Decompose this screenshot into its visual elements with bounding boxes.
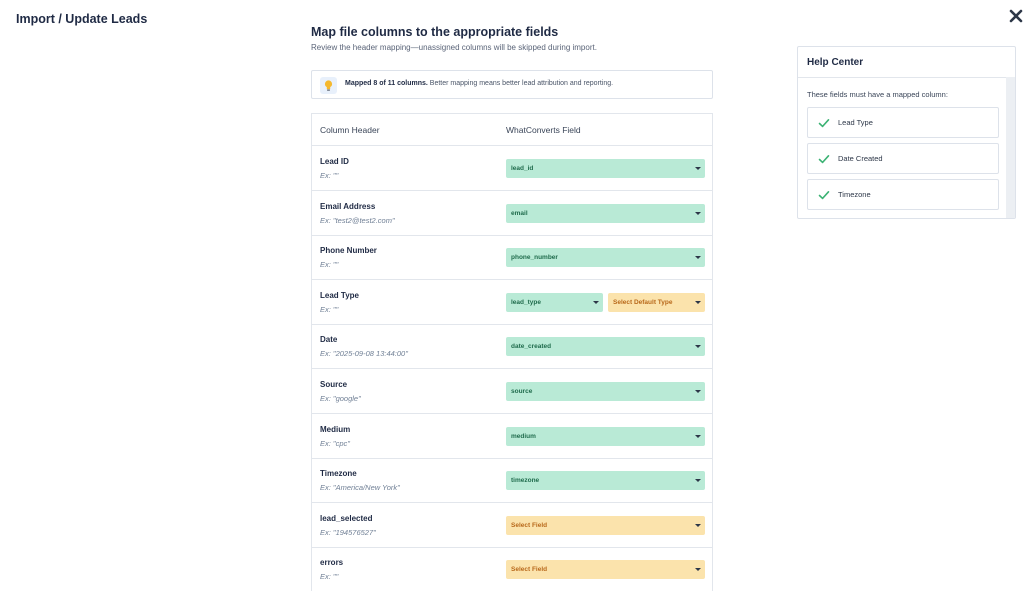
column-name: Lead Type	[320, 290, 359, 300]
chevron-down-icon	[695, 434, 701, 438]
column-name: Email Address	[320, 201, 376, 211]
column-example: Ex: "test2@test2.com"	[320, 215, 395, 225]
mapping-heading: Map file columns to the appropriate fiel…	[311, 25, 559, 39]
table-row: Medium Ex: "cpc" medium	[312, 414, 712, 459]
field-select[interactable]: Select Field	[506, 560, 705, 580]
column-name: Date	[320, 335, 338, 345]
required-field-item: Lead Type	[807, 107, 999, 138]
help-description: These fields must have a mapped column:	[807, 90, 948, 99]
column-example: Ex: "2025-09-08 13:44:00"	[320, 349, 408, 359]
chevron-down-icon	[695, 167, 701, 170]
column-header-label: Column Header	[320, 125, 380, 135]
table-header: Column Header WhatConverts Field	[312, 114, 712, 146]
field-select-value: timezone	[511, 477, 540, 485]
check-icon	[818, 191, 830, 200]
field-select-value: lead_id	[511, 165, 534, 172]
check-icon	[818, 119, 830, 128]
field-select-value: Select Field	[511, 521, 548, 529]
column-name: Lead ID	[320, 157, 349, 166]
table-row: lead_selected Ex: "194576527" Select Field	[312, 503, 712, 548]
table-row: Timezone Ex: "America/New York" timezone	[312, 458, 712, 504]
chevron-down-icon	[695, 568, 701, 572]
check-icon	[818, 155, 830, 164]
close-icon[interactable]	[1006, 6, 1024, 26]
field-select-value: medium	[511, 432, 536, 440]
table-row: Date Ex: "2025-09-08 13:44:00" date_create…	[312, 324, 712, 370]
chevron-down-icon	[695, 345, 701, 349]
column-example: Ex: ""	[320, 260, 339, 270]
field-select[interactable]: email	[506, 203, 705, 223]
field-select[interactable]: date_created	[506, 337, 705, 357]
column-example: Ex: "cpc"	[320, 438, 350, 448]
help-scrollbar[interactable]	[1006, 77, 1015, 218]
column-name: errors	[320, 558, 344, 568]
column-example: Ex: "America/New York"	[320, 483, 400, 493]
mapping-notice: Mapped 8 of 11 columns. Better mapping m…	[311, 70, 713, 99]
required-field-label: Lead Type	[838, 118, 873, 127]
table-row: Lead Type Ex: "" lead_type Select Default T…	[312, 280, 712, 325]
chevron-down-icon	[695, 523, 701, 527]
column-name: Source	[320, 380, 348, 389]
field-select-value: email	[511, 209, 528, 217]
chevron-down-icon	[593, 300, 599, 304]
column-name: Phone Number	[320, 246, 377, 256]
required-field-label: Date Created	[838, 154, 883, 163]
field-select[interactable]: phone_number	[506, 248, 705, 268]
default-type-value: Select Default Type	[613, 298, 673, 306]
chevron-down-icon	[695, 256, 701, 260]
help-divider	[798, 77, 1007, 78]
column-example: Ex: ""	[320, 171, 339, 180]
chevron-down-icon	[695, 300, 701, 304]
field-select[interactable]: lead_type	[506, 292, 603, 312]
column-example: Ex: ""	[320, 572, 339, 582]
notice-rest: Better mapping means better lead attribu…	[427, 80, 614, 87]
column-name: lead_selected	[320, 513, 373, 523]
required-field-item: Timezone	[807, 179, 999, 210]
field-header-label: WhatConverts Field	[506, 125, 581, 135]
notice-bold: Mapped 8 of 11 columns.	[345, 80, 428, 87]
column-example: Ex: "194576527"	[320, 527, 376, 537]
field-select[interactable]: timezone	[506, 471, 705, 491]
field-select-value: source	[511, 388, 533, 395]
field-select[interactable]: Select Field	[506, 515, 705, 535]
column-example: Ex: "google"	[320, 394, 361, 403]
column-example: Ex: ""	[320, 304, 339, 314]
field-select[interactable]: medium	[506, 426, 705, 446]
page-title: Import / Update Leads	[16, 12, 148, 26]
field-select-value: Select Field	[511, 566, 548, 574]
mapping-subtitle: Review the header mapping—unassigned col…	[311, 43, 597, 52]
field-select[interactable]: source	[506, 382, 705, 401]
help-center-panel: Help Center These fields must have a map…	[797, 46, 1016, 219]
required-field-label: Timezone	[838, 190, 871, 199]
table-row: Source Ex: "google" source	[312, 369, 712, 414]
field-select-value: phone_number	[511, 254, 558, 262]
column-name: Medium	[320, 424, 351, 434]
table-row: Email Address Ex: "test2@test2.com" email	[312, 191, 712, 236]
mapping-table: Column Header WhatConverts Field Lead ID…	[311, 113, 713, 591]
default-type-select[interactable]: Select Default Type	[608, 292, 705, 312]
field-select-value: lead_type	[511, 298, 541, 306]
notice-text: Mapped 8 of 11 columns. Better mapping m…	[345, 80, 613, 87]
field-select[interactable]: lead_id	[506, 159, 705, 178]
field-select-value: date_created	[511, 343, 552, 351]
table-row: Phone Number Ex: "" phone_number	[312, 235, 712, 281]
help-center-title: Help Center	[807, 57, 864, 68]
column-name: Timezone	[320, 469, 357, 479]
chevron-down-icon	[695, 390, 701, 393]
table-row: Lead ID Ex: "" lead_id	[312, 146, 712, 191]
required-field-item: Date Created	[807, 143, 999, 174]
table-row: errors Ex: "" Select Field	[312, 547, 712, 591]
chevron-down-icon	[695, 211, 701, 215]
lightbulb-icon	[320, 77, 337, 94]
chevron-down-icon	[695, 479, 701, 483]
